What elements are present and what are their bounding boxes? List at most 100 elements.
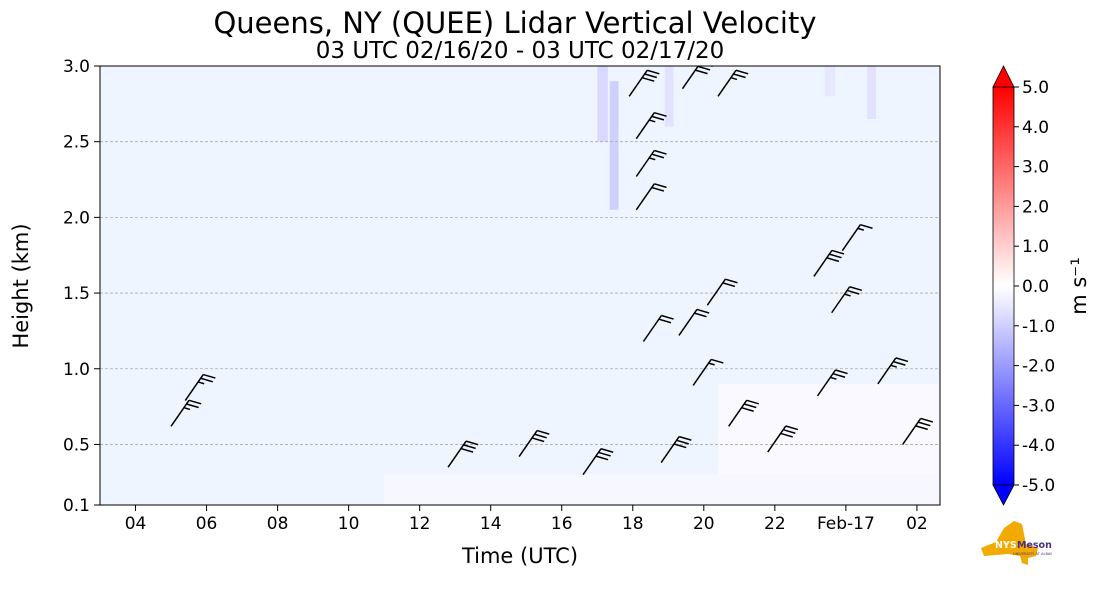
wind-barb-flag xyxy=(915,425,928,431)
wind-barb-flag xyxy=(849,286,863,292)
wind-barb-flag xyxy=(595,455,609,461)
wind-barb-shaft xyxy=(170,399,190,427)
colorbar-tick-label: 5.0 xyxy=(1022,78,1049,98)
wind-barb xyxy=(582,448,614,476)
colorbar-ticks: 5.0 4.0 3.0 2.0 1.0 0.0 -1.0 -2.0 -3.0 -4.0 -5.0 xyxy=(1014,78,1055,496)
velocity-patches xyxy=(384,66,940,505)
colorbar-tick-label: -5.0 xyxy=(1022,476,1055,496)
wind-barb-shaft xyxy=(660,436,680,464)
wind-barb-flag xyxy=(678,435,692,441)
wind-barb-flag xyxy=(860,223,873,229)
wind-barb-flag xyxy=(785,425,799,431)
wind-barb-shaft xyxy=(681,66,700,90)
wind-barb-shaft xyxy=(728,399,748,427)
wind-barb xyxy=(681,66,713,90)
x-tick-label: 14 xyxy=(480,514,502,534)
velocity-patch xyxy=(384,474,940,505)
wind-barb-flag xyxy=(710,358,724,364)
wind-barb-half-flag xyxy=(648,119,656,123)
y-tick-label: 3.0 xyxy=(63,57,90,77)
x-axis-label: Time (UTC) xyxy=(461,544,578,568)
wind-barb-flag xyxy=(598,451,611,457)
colorbar-min-extend xyxy=(992,484,1015,506)
wind-barb-flag xyxy=(654,111,667,117)
wind-barb-flag xyxy=(463,444,476,450)
wind-barb-flag xyxy=(676,439,689,445)
y-tick-label: 1.0 xyxy=(63,360,90,380)
colorbar-tick-label: 0.0 xyxy=(1022,277,1049,297)
wind-barb-flag xyxy=(725,278,738,284)
wind-barb-flag xyxy=(733,73,746,79)
wind-barb-half-flag xyxy=(844,293,851,297)
wind-barb xyxy=(170,399,202,427)
wind-barb-shaft xyxy=(692,358,712,386)
wind-barb xyxy=(635,183,667,211)
x-tick-label: Feb-17 xyxy=(817,514,875,534)
y-tick-label: 0.5 xyxy=(63,435,90,455)
wind-barb-flag xyxy=(651,153,665,159)
colorbar-body xyxy=(992,86,1015,486)
wind-barb-flag xyxy=(186,403,199,409)
y-axis-label: Height (km) xyxy=(9,223,33,348)
wind-barb-half-flag xyxy=(708,362,715,366)
wind-barb-flag xyxy=(746,399,760,405)
wind-barb-shaft xyxy=(628,69,648,97)
y-tick-label: 0.1 xyxy=(63,496,90,516)
colorbar-tick-label: 3.0 xyxy=(1022,158,1049,178)
wind-barb-half-flag xyxy=(890,364,898,368)
wind-barb-shaft xyxy=(813,249,833,277)
wind-barb-shaft xyxy=(642,315,663,342)
wind-barb xyxy=(717,69,749,97)
colorbar-tick-label: -4.0 xyxy=(1022,436,1055,456)
chart-subtitle: 03 UTC 02/16/20 - 03 UTC 02/17/20 xyxy=(316,38,725,64)
wind-barb-flag xyxy=(673,443,687,449)
velocity-patch xyxy=(718,383,940,475)
wind-barb-flag xyxy=(647,69,660,75)
x-tick-label: 22 xyxy=(764,514,786,534)
wind-barb-flag xyxy=(644,73,658,79)
grid-lines xyxy=(100,141,940,445)
wind-barb-flag xyxy=(465,440,479,446)
colorbar-tick-label: -3.0 xyxy=(1022,396,1055,416)
velocity-patch xyxy=(609,81,619,210)
wind-barb-flag xyxy=(600,448,614,453)
x-tick-label: 18 xyxy=(622,514,644,534)
colorbar-tick-label: -2.0 xyxy=(1022,357,1055,377)
wind-barb-flag xyxy=(661,314,674,320)
wind-barb-flag xyxy=(832,372,846,378)
wind-barb-flag xyxy=(200,377,214,383)
wind-barb-flag xyxy=(654,183,667,189)
wind-barb-flag xyxy=(658,318,672,324)
wind-barb-flag xyxy=(534,433,547,439)
wind-barb-flag xyxy=(651,186,665,192)
colorbar-tick-label: 2.0 xyxy=(1022,197,1049,217)
wind-barb xyxy=(767,425,799,453)
colorbar-tick-label: 4.0 xyxy=(1022,118,1049,138)
wind-barb-shaft xyxy=(902,418,922,445)
wind-barb-flag xyxy=(846,289,860,295)
wind-barb xyxy=(447,440,479,468)
wind-barb-flag xyxy=(694,312,707,318)
wind-barb-flag xyxy=(641,76,655,82)
wind-barb-flag xyxy=(829,253,842,259)
wind-barb-half-flag xyxy=(830,376,837,380)
wind-barb xyxy=(841,223,873,252)
wind-barb xyxy=(816,369,848,397)
wind-barb xyxy=(706,278,738,306)
x-tick-label: 16 xyxy=(551,514,573,534)
wind-barb-shaft xyxy=(184,374,204,401)
wind-barb-shaft xyxy=(635,150,655,177)
wind-barb-flag xyxy=(654,149,667,155)
wind-barb-flag xyxy=(741,406,754,412)
wind-barb-flag xyxy=(531,437,545,443)
wind-barb-shaft xyxy=(717,69,737,97)
wind-barb-flag xyxy=(782,428,796,434)
wind-barb-flag xyxy=(831,249,845,255)
wind-barb-flag xyxy=(188,399,202,405)
wind-barb-flag xyxy=(920,417,934,423)
wind-barb-flag xyxy=(460,447,474,453)
velocity-patch xyxy=(597,66,608,142)
logo-mesonet-text: Mesonet xyxy=(1017,540,1052,551)
wind-barb xyxy=(660,435,692,464)
x-tick-label: 20 xyxy=(693,514,715,534)
